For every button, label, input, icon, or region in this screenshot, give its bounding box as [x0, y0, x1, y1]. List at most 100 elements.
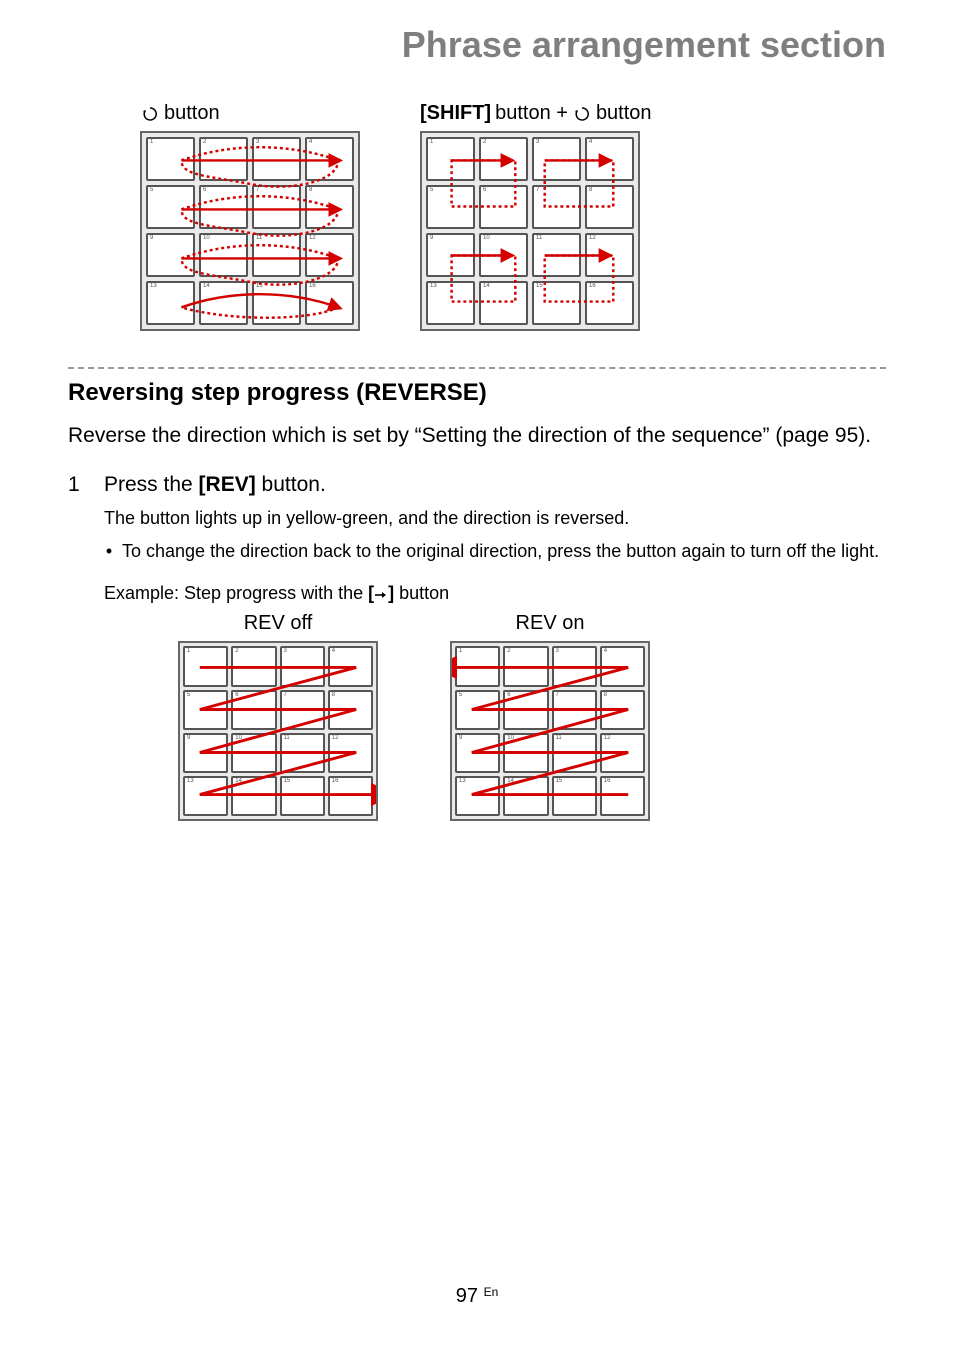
pad-cell: 11 [280, 733, 325, 773]
rev-diagrams-row: REV off 1234 5678 9101112 13141516 REV o… [178, 612, 886, 821]
pad-cell: 6 [199, 185, 248, 229]
step-1: 1 Press the [REV] button. [68, 473, 886, 497]
left-label-suffix: button [164, 102, 220, 125]
pad-cell: 5 [426, 185, 475, 229]
body-text: Reverse the direction which is set by “S… [68, 421, 886, 451]
pad-cell: 13 [183, 776, 228, 816]
pad-cell: 15 [552, 776, 597, 816]
pad-cell: 6 [503, 690, 548, 730]
pad-cell: 5 [183, 690, 228, 730]
pad-cell: 10 [231, 733, 276, 773]
pad-cell: 4 [305, 137, 354, 181]
pad-cell: 14 [479, 281, 528, 325]
pad-cell: 7 [280, 690, 325, 730]
pad-cell: 14 [231, 776, 276, 816]
pad-cell: 7 [532, 185, 581, 229]
pad-cell: 10 [199, 233, 248, 277]
pad-cell: 16 [585, 281, 634, 325]
right-diagram-label: [SHIFT] button + button [420, 102, 652, 125]
pad-cell: 16 [600, 776, 645, 816]
pad-cell: 5 [146, 185, 195, 229]
pad-grid-left: 1234 5678 9101112 13141516 [140, 131, 360, 331]
step-number: 1 [68, 473, 86, 497]
step-prefix: Press the [104, 473, 199, 496]
pad-cell: 15 [532, 281, 581, 325]
spiral-icon [572, 105, 592, 123]
rev-on-column: REV on 1234 5678 9101112 13141516 [450, 612, 650, 821]
pad-cell: 10 [503, 733, 548, 773]
left-diagram-label: button [140, 102, 360, 125]
top-pad-row: 1234 5678 9101112 13141516 1234 [140, 131, 886, 331]
rev-on-label: REV on [516, 612, 585, 635]
pad-cell: 12 [585, 233, 634, 277]
pad-cell: 3 [252, 137, 301, 181]
pad-cell: 15 [280, 776, 325, 816]
right-arrow-icon [374, 583, 388, 604]
page-number-value: 97 [456, 1285, 478, 1307]
rev-off-label: REV off [244, 612, 313, 635]
pad-cell: 9 [183, 733, 228, 773]
pad-grid-rev-off: 1234 5678 9101112 13141516 [178, 641, 378, 821]
pad-cell: 1 [183, 646, 228, 686]
pad-cell: 1 [146, 137, 195, 181]
pad-cell: 6 [479, 185, 528, 229]
step-description: The button lights up in yellow-green, an… [104, 505, 886, 532]
bullet-text: To change the direction back to the orig… [122, 538, 879, 565]
pad-cell: 9 [146, 233, 195, 277]
pad-cell: 11 [532, 233, 581, 277]
pad-cell: 13 [426, 281, 475, 325]
pad-cell: 2 [199, 137, 248, 181]
pad-cell: 8 [600, 690, 645, 730]
pad-cell: 4 [600, 646, 645, 686]
section-title: Phrase arrangement section [68, 24, 886, 66]
example-suffix: button [394, 583, 449, 603]
right-label-suffix: button [596, 102, 652, 125]
pad-cell: 3 [532, 137, 581, 181]
pad-cell: 3 [552, 646, 597, 686]
pad-cell: 12 [328, 733, 373, 773]
subheading-reverse: Reversing step progress (REVERSE) [68, 379, 886, 407]
pad-cell: 8 [305, 185, 354, 229]
pad-cell: 9 [426, 233, 475, 277]
pad-cell: 1 [455, 646, 500, 686]
pad-cell: 2 [503, 646, 548, 686]
pad-cell: 9 [455, 733, 500, 773]
shift-label: [SHIFT] [420, 102, 491, 125]
top-diagram-labels: button [SHIFT] button + button [140, 102, 886, 125]
pad-cell: 2 [231, 646, 276, 686]
spiral-icon [140, 105, 160, 123]
pad-cell: 7 [552, 690, 597, 730]
pad-cell: 1 [426, 137, 475, 181]
pad-cell: 2 [479, 137, 528, 181]
bullet-dot: • [104, 538, 114, 565]
pad-cell: 13 [455, 776, 500, 816]
pad-cell: 14 [503, 776, 548, 816]
pad-cell: 8 [328, 690, 373, 730]
pad-grid-rev-on: 1234 5678 9101112 13141516 [450, 641, 650, 821]
pad-cell: 11 [252, 233, 301, 277]
pad-cell: 3 [280, 646, 325, 686]
pad-cell: 6 [231, 690, 276, 730]
example-prefix: Example: Step progress with the [104, 583, 368, 603]
pad-cell: 11 [552, 733, 597, 773]
pad-cell: 4 [328, 646, 373, 686]
pad-cell: 10 [479, 233, 528, 277]
example-label: Example: Step progress with the [ ] butt… [104, 583, 886, 604]
pad-cell: 13 [146, 281, 195, 325]
pad-cell: 15 [252, 281, 301, 325]
section-divider [68, 367, 886, 369]
pad-cell: 8 [585, 185, 634, 229]
pad-cell: 14 [199, 281, 248, 325]
page-number: 97 En [0, 1285, 954, 1308]
right-label-middle: button + [495, 102, 568, 125]
pad-cell: 16 [328, 776, 373, 816]
pad-cell: 16 [305, 281, 354, 325]
pad-cell: 12 [600, 733, 645, 773]
step-suffix: button. [256, 473, 326, 496]
page-lang: En [484, 1285, 499, 1299]
rev-button-label: [REV] [199, 473, 256, 496]
pad-cell: 5 [455, 690, 500, 730]
rev-off-column: REV off 1234 5678 9101112 13141516 [178, 612, 378, 821]
bullet-note: • To change the direction back to the or… [104, 538, 886, 565]
pad-cell: 12 [305, 233, 354, 277]
